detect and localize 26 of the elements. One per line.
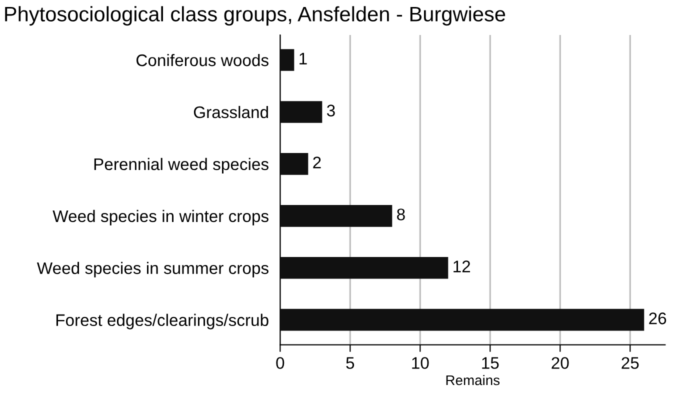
bar [280, 256, 448, 279]
data-label: 3 [326, 104, 335, 116]
bar [280, 308, 644, 331]
x-tick-label: 15 [482, 357, 499, 369]
data-label: 12 [454, 260, 470, 272]
bar [280, 153, 308, 175]
x-tick-label: 25 [622, 357, 639, 369]
x-tick-label: 10 [412, 357, 429, 369]
x-tick-label: 5 [346, 357, 354, 369]
y-tick-label: Grassland [194, 106, 268, 118]
x-tick-label: 20 [552, 357, 569, 369]
data-label: 2 [313, 156, 321, 168]
y-tick-label: Perennial weed species [94, 158, 268, 174]
x-axis-title: Remains [446, 374, 500, 386]
y-tick-label: Coniferous woods [136, 54, 268, 66]
y-tick-label: Weed species in summer crops [36, 262, 268, 278]
data-label: 1 [300, 52, 307, 64]
x-tick-label: 0 [276, 357, 284, 369]
bar [280, 49, 294, 71]
bar [280, 205, 392, 227]
bar [280, 101, 322, 123]
data-label: 8 [397, 208, 405, 220]
y-tick-label: Weed species in winter crops [52, 210, 268, 226]
y-tick-label: Forest edges/clearings/scrub [56, 314, 268, 330]
data-label: 26 [649, 312, 666, 324]
chart-title: Phytosociological class groups, Ansfelden - Burgwiese [5, 6, 506, 26]
